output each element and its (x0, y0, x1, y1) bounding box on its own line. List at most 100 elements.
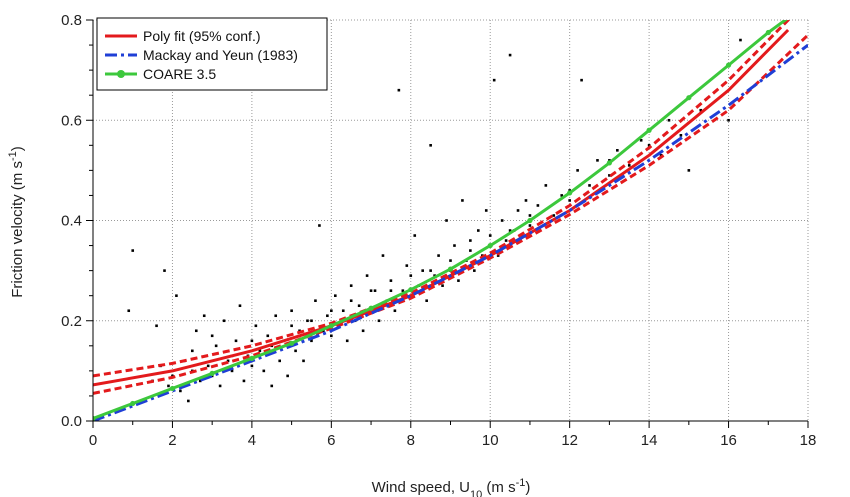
y-tick-label: 0.6 (61, 112, 82, 129)
scatter-point (250, 339, 254, 343)
axes (86, 19, 809, 428)
x-axis-title: Wind speed, U10 (m s-1) (372, 477, 531, 497)
scatter-point (576, 169, 579, 172)
scatter-point (365, 274, 369, 277)
scatter-point (405, 264, 409, 267)
scatter-point (457, 279, 460, 282)
tick-labels: 0 2 4 6 8 10 12 14 16 18 0.0 0.2 0.4 0.6 0.8 (61, 12, 816, 449)
scatter-point (330, 309, 333, 313)
scatter-point (504, 239, 508, 242)
scatter-point (500, 219, 504, 222)
series-lines (93, 20, 808, 421)
scatter-point (647, 144, 651, 147)
series-line (93, 43, 808, 421)
scatter-point (421, 269, 424, 272)
scatter-point (357, 304, 361, 308)
y-tick-label: 0.2 (61, 313, 82, 330)
y-axis-title: Friction velocity (m s-1) (7, 146, 26, 297)
coare-marker (686, 95, 692, 101)
scatter-point (266, 334, 270, 338)
scatter-point (167, 384, 170, 388)
scatter-point (377, 319, 381, 323)
x-tick-label: 8 (407, 432, 415, 449)
scatter-point (528, 214, 532, 217)
scatter-point (214, 344, 218, 348)
scatter-point (210, 334, 214, 338)
scatter-point (278, 359, 281, 363)
scatter-point (310, 319, 313, 323)
scatter-point (310, 339, 313, 343)
scatter-point (262, 369, 266, 373)
scatter-point (433, 274, 436, 277)
coare-marker (487, 242, 493, 249)
scatter-point (381, 254, 385, 257)
y-tick-label: 0.8 (61, 12, 82, 29)
scatter-point (131, 249, 135, 252)
x-tick-label: 4 (248, 432, 256, 449)
scatter-point (393, 309, 397, 313)
scatter-point (639, 139, 643, 142)
scatter-point (727, 118, 730, 122)
scatter-point (330, 334, 333, 338)
scatter-point (679, 133, 683, 137)
scatter-point (508, 53, 512, 57)
scatter-point (627, 164, 631, 167)
scatter-point (560, 194, 564, 197)
coare-marker (447, 266, 454, 272)
coare-marker (408, 287, 414, 293)
scatter-point (226, 359, 230, 363)
x-tick-label: 6 (327, 432, 335, 449)
scatter-point (270, 384, 274, 388)
coare-marker (209, 370, 215, 376)
scatter-point (616, 149, 619, 152)
scatter-point (290, 324, 293, 328)
scatter-point (401, 289, 405, 292)
coare-marker (249, 355, 255, 361)
legend-marker-coare (117, 70, 125, 78)
coare-marker (169, 385, 176, 392)
x-tick-label: 18 (800, 432, 817, 449)
scatter-point (492, 78, 496, 82)
scatter-point (274, 314, 278, 318)
scatter-point (461, 199, 464, 202)
scatter-point (258, 349, 262, 353)
scatter-point (596, 159, 599, 162)
scatter-point (334, 294, 337, 297)
scatter-point (242, 379, 246, 383)
scatter-point (429, 144, 432, 147)
scatter-point (314, 299, 317, 302)
coare-marker (725, 62, 732, 68)
coare-marker (93, 415, 96, 421)
legend-label-mackay: Mackay and Yeun (1983) (143, 47, 298, 63)
scatter-point (425, 299, 428, 302)
scatter-point (508, 229, 512, 232)
x-tick-label: 2 (168, 432, 176, 449)
scatter-point (306, 319, 309, 323)
coare-marker (289, 340, 295, 346)
scatter-point (524, 199, 528, 202)
scatter-point (580, 78, 583, 82)
scatter-point (588, 184, 591, 187)
grid-lines (93, 19, 809, 421)
scatter-point (488, 234, 492, 237)
scatter-point (326, 314, 329, 318)
scatter-point (318, 224, 321, 227)
scatter-point (206, 364, 210, 368)
scatter-point (290, 309, 293, 313)
x-tick-label: 0 (89, 432, 97, 449)
scatter-point (155, 324, 158, 328)
scatter-point (373, 289, 377, 292)
scatter-point (345, 339, 349, 343)
coare-marker (606, 160, 612, 166)
series-line (93, 33, 808, 395)
scatter-point (568, 199, 571, 202)
scatter-point (469, 249, 472, 252)
scatter-point (429, 269, 432, 272)
scatter-point (234, 339, 238, 343)
scatter-point (302, 359, 305, 363)
scatter-point (449, 259, 452, 262)
scatter-point (349, 284, 353, 287)
x-tick-label: 14 (641, 432, 658, 449)
scatter-point (198, 379, 202, 383)
